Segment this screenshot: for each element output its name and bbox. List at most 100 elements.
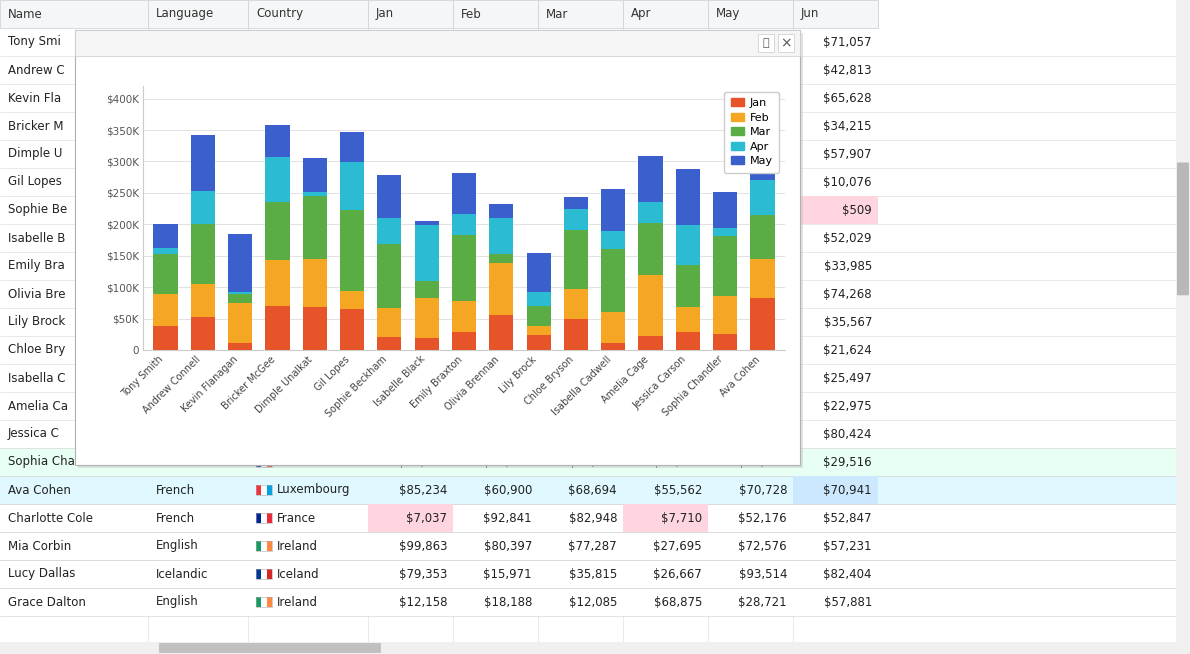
- Text: $93,514: $93,514: [739, 568, 787, 581]
- Text: Sophia Chandler: Sophia Chandler: [8, 455, 106, 468]
- Bar: [228, 294, 252, 303]
- Bar: [751, 181, 775, 215]
- Bar: [0, 642, 1176, 654]
- Bar: [624, 504, 708, 532]
- Bar: [758, 34, 774, 52]
- Text: Grace Dalton: Grace Dalton: [8, 596, 86, 608]
- Bar: [453, 0, 538, 28]
- Text: Gil Lopes: Gil Lopes: [8, 175, 62, 188]
- Text: Iceland: Iceland: [277, 568, 320, 581]
- Text: $34,215: $34,215: [823, 120, 872, 133]
- Bar: [624, 0, 708, 28]
- Bar: [452, 214, 476, 235]
- Bar: [601, 249, 626, 311]
- Bar: [751, 258, 775, 298]
- Bar: [265, 156, 289, 202]
- Bar: [0, 308, 1176, 336]
- Text: $32,411: $32,411: [399, 455, 447, 468]
- Text: $70,728: $70,728: [739, 483, 787, 496]
- Bar: [0, 28, 1176, 56]
- Bar: [75, 30, 800, 465]
- Text: Jessica C: Jessica C: [8, 428, 60, 441]
- Bar: [708, 0, 793, 28]
- Text: $82,948: $82,948: [569, 511, 616, 525]
- Bar: [154, 254, 177, 294]
- Text: English: English: [156, 596, 199, 608]
- Bar: [676, 332, 700, 350]
- Bar: [0, 560, 1176, 588]
- Text: $68,694: $68,694: [569, 483, 616, 496]
- Bar: [564, 318, 588, 350]
- Bar: [262, 569, 267, 579]
- Text: $35,815: $35,815: [569, 568, 616, 581]
- Text: $67,379: $67,379: [738, 371, 787, 385]
- Bar: [340, 131, 364, 162]
- Text: $70,941: $70,941: [823, 483, 872, 496]
- Bar: [267, 597, 273, 607]
- Bar: [340, 162, 364, 210]
- Text: Mar: Mar: [546, 7, 569, 20]
- Text: $32,494: $32,494: [653, 343, 702, 356]
- Bar: [414, 338, 439, 350]
- Bar: [639, 336, 663, 350]
- Text: $7,710: $7,710: [660, 511, 702, 525]
- Bar: [676, 169, 700, 225]
- Text: $29,516: $29,516: [823, 455, 872, 468]
- Text: $57,231: $57,231: [823, 540, 872, 553]
- Bar: [751, 298, 775, 350]
- Bar: [793, 476, 878, 504]
- Text: English: English: [156, 540, 199, 553]
- Text: $53,356: $53,356: [653, 63, 702, 77]
- Text: $22,113: $22,113: [738, 288, 787, 300]
- Text: $19,279: $19,279: [738, 343, 787, 356]
- Text: $80,424: $80,424: [823, 428, 872, 441]
- Text: Country: Country: [256, 7, 303, 20]
- Bar: [265, 124, 289, 156]
- Bar: [414, 298, 439, 338]
- Text: Tony Smi: Tony Smi: [8, 35, 61, 48]
- Bar: [256, 541, 273, 551]
- Bar: [262, 485, 267, 495]
- Bar: [0, 504, 1176, 532]
- Bar: [564, 198, 588, 209]
- Bar: [267, 569, 273, 579]
- Bar: [377, 218, 401, 244]
- Text: $22,975: $22,975: [823, 400, 872, 413]
- Bar: [601, 343, 626, 350]
- Bar: [0, 252, 1176, 280]
- Bar: [639, 202, 663, 224]
- Bar: [452, 332, 476, 350]
- Text: $25,497: $25,497: [823, 371, 872, 385]
- Text: Mia Corbin: Mia Corbin: [8, 540, 71, 553]
- Text: Ava Cohen: Ava Cohen: [8, 483, 71, 496]
- Text: $15,971: $15,971: [483, 568, 532, 581]
- Text: Chloe Bry: Chloe Bry: [8, 343, 65, 356]
- Bar: [377, 337, 401, 350]
- Bar: [340, 291, 364, 309]
- Bar: [526, 326, 551, 335]
- Text: $57,881: $57,881: [823, 596, 872, 608]
- Bar: [190, 135, 215, 190]
- Bar: [793, 0, 878, 28]
- Bar: [676, 225, 700, 265]
- Bar: [148, 0, 248, 28]
- Bar: [526, 252, 551, 292]
- Bar: [0, 56, 1176, 84]
- Text: $41,073: $41,073: [653, 203, 702, 216]
- Text: $95,141: $95,141: [483, 455, 532, 468]
- Bar: [538, 0, 624, 28]
- Bar: [0, 224, 1176, 252]
- Bar: [452, 173, 476, 214]
- Text: Ireland: Ireland: [277, 596, 318, 608]
- Bar: [526, 306, 551, 326]
- Text: $27,695: $27,695: [653, 540, 702, 553]
- Bar: [0, 588, 1176, 616]
- Text: $68,486: $68,486: [739, 203, 787, 216]
- Bar: [267, 541, 273, 551]
- Bar: [262, 513, 267, 523]
- Bar: [0, 0, 148, 28]
- Bar: [262, 597, 267, 607]
- Text: $509: $509: [843, 203, 872, 216]
- Text: $12,158: $12,158: [399, 596, 447, 608]
- Text: $57,907: $57,907: [823, 148, 872, 160]
